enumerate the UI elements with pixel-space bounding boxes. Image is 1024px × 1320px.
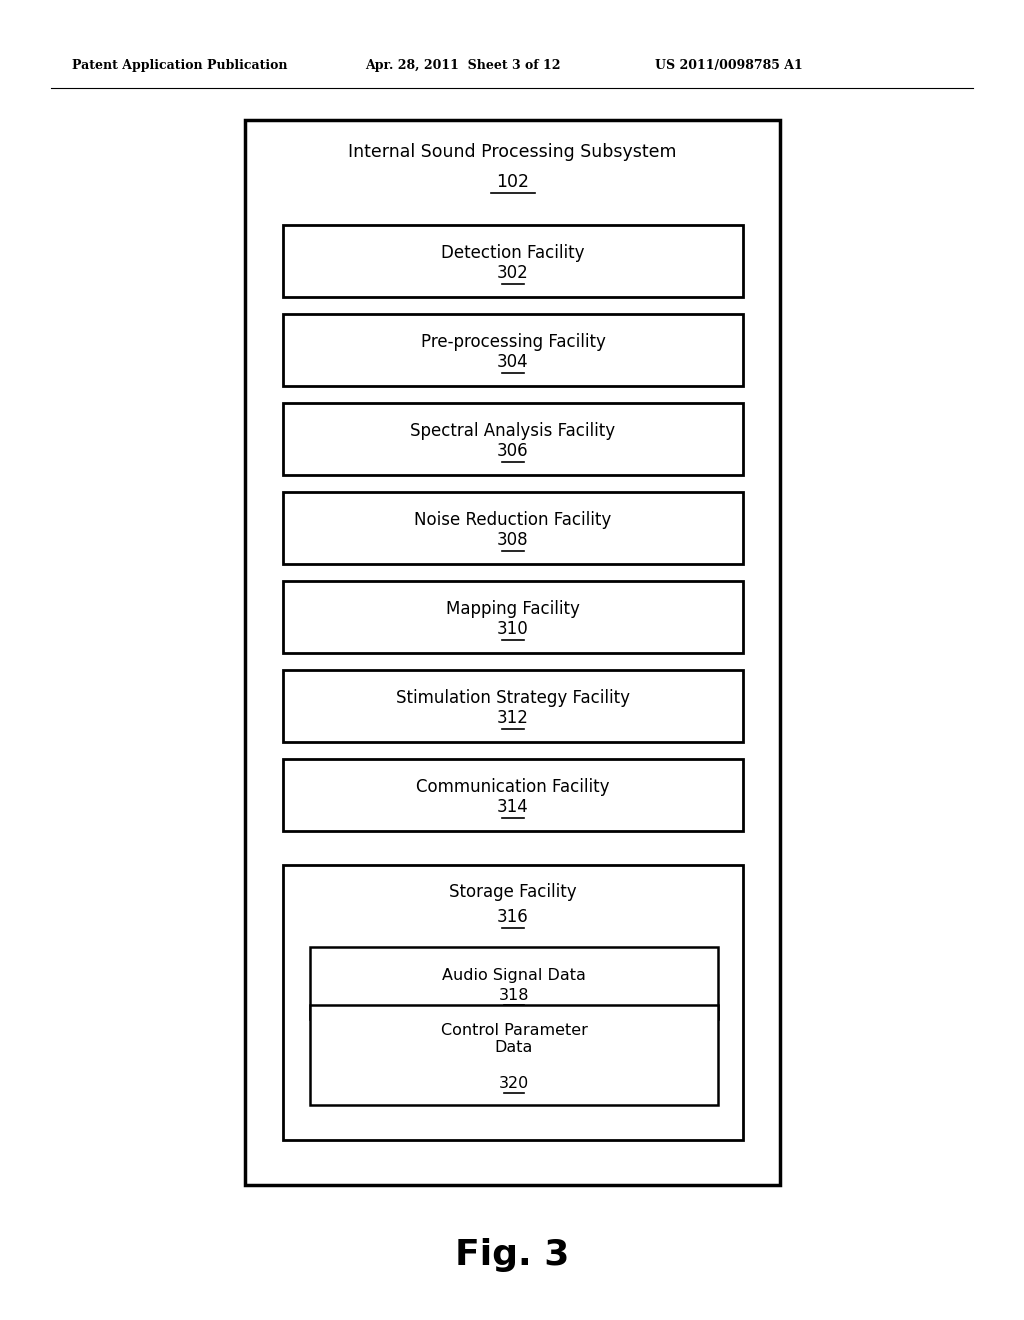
FancyBboxPatch shape	[283, 492, 743, 564]
Text: Pre-processing Facility: Pre-processing Facility	[421, 333, 605, 351]
Text: Detection Facility: Detection Facility	[441, 244, 585, 261]
Text: Stimulation Strategy Facility: Stimulation Strategy Facility	[396, 689, 630, 708]
Text: 320: 320	[499, 1076, 529, 1090]
Text: 306: 306	[498, 442, 528, 459]
Text: 304: 304	[498, 352, 528, 371]
Text: Storage Facility: Storage Facility	[450, 883, 577, 902]
Text: 302: 302	[497, 264, 528, 282]
Text: 316: 316	[497, 908, 528, 927]
Text: 102: 102	[496, 173, 529, 191]
Text: US 2011/0098785 A1: US 2011/0098785 A1	[655, 58, 803, 71]
Text: 312: 312	[497, 709, 529, 727]
Text: Noise Reduction Facility: Noise Reduction Facility	[415, 511, 611, 529]
Text: Communication Facility: Communication Facility	[416, 777, 609, 796]
FancyBboxPatch shape	[283, 314, 743, 385]
Text: Fig. 3: Fig. 3	[455, 1238, 569, 1272]
FancyBboxPatch shape	[283, 671, 743, 742]
FancyBboxPatch shape	[283, 759, 743, 832]
FancyBboxPatch shape	[310, 946, 718, 1019]
Text: Audio Signal Data: Audio Signal Data	[442, 968, 586, 982]
Text: Mapping Facility: Mapping Facility	[446, 601, 580, 618]
Text: Patent Application Publication: Patent Application Publication	[72, 58, 288, 71]
Text: 310: 310	[497, 620, 528, 638]
FancyBboxPatch shape	[310, 1005, 718, 1105]
FancyBboxPatch shape	[245, 120, 780, 1185]
FancyBboxPatch shape	[283, 403, 743, 475]
Text: 318: 318	[499, 987, 529, 1002]
Text: 308: 308	[498, 531, 528, 549]
Text: Spectral Analysis Facility: Spectral Analysis Facility	[411, 422, 615, 440]
Text: 314: 314	[497, 799, 528, 816]
FancyBboxPatch shape	[283, 865, 743, 1140]
Text: Internal Sound Processing Subsystem: Internal Sound Processing Subsystem	[348, 143, 677, 161]
Text: Control Parameter
Data: Control Parameter Data	[440, 1023, 588, 1055]
FancyBboxPatch shape	[283, 581, 743, 653]
Text: Apr. 28, 2011  Sheet 3 of 12: Apr. 28, 2011 Sheet 3 of 12	[365, 58, 560, 71]
FancyBboxPatch shape	[283, 224, 743, 297]
